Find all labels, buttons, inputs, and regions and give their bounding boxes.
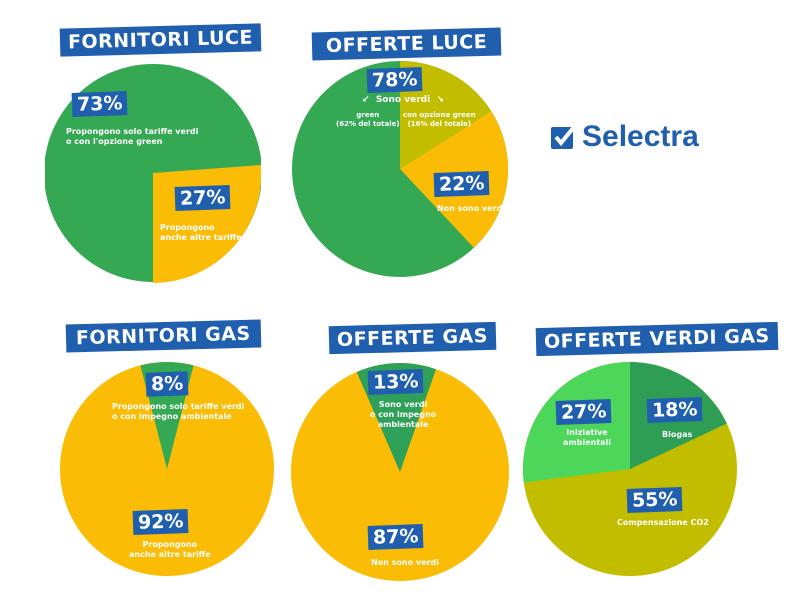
pct-compensazione: 55%	[626, 487, 683, 513]
title-offerte-verdi-gas: OFFERTE VERDI GAS	[535, 321, 779, 357]
label-offerte-luce-non-verdi: Non sono verdi	[437, 204, 505, 213]
label-iniziative: Iniziative ambientali	[563, 428, 612, 447]
pct-offerte-gas-green: 13%	[367, 369, 424, 395]
pct-offerte-luce-non-verdi: 22%	[433, 171, 490, 197]
label-offerte-luce-green: green (62% del totale)	[336, 111, 400, 128]
arrow-down-right-icon: ↘	[436, 95, 444, 105]
label-fornitori-luce-yellow: Propongono anche altre tariffe	[160, 223, 242, 242]
pie-offerte-gas	[291, 363, 509, 581]
label-offerte-gas-green: Sono verdi o con impegno ambientale	[370, 400, 437, 429]
arrow-down-left-icon: ↙	[362, 95, 370, 105]
logo-text: Selectra	[582, 120, 699, 153]
pct-fornitori-gas-yellow: 92%	[132, 509, 189, 535]
title-offerte-gas: OFFERTE GAS	[328, 321, 497, 355]
title-fornitori-luce: FORNITORI LUCE	[59, 23, 262, 57]
label-fornitori-gas-yellow: Propongono anche altre tariffe	[129, 540, 211, 559]
label-fornitori-gas-green: Propongono solo tariffe verdi o con impeg…	[112, 402, 245, 421]
label-offerte-luce-opzione: con opzione green (16% del totale)	[403, 111, 476, 128]
label-fornitori-luce-green: Propongono solo tariffe verdi o con l'opz…	[66, 127, 199, 146]
label-offerte-gas-yellow: Non sono verdi	[371, 558, 439, 567]
pie-offerte-verdi-gas	[522, 362, 737, 576]
title-offerte-luce: OFFERTE LUCE	[311, 27, 502, 61]
pct-biogas: 18%	[646, 397, 703, 423]
title-fornitori-gas: FORNITORI GAS	[65, 319, 261, 353]
pct-iniziative: 27%	[555, 399, 612, 425]
pct-offerte-luce-verdi: 78%	[366, 67, 423, 93]
label-compensazione: Compensazione CO2	[617, 518, 709, 527]
pct-fornitori-luce-yellow: 27%	[174, 185, 231, 211]
pct-fornitori-gas-green: 8%	[145, 371, 189, 397]
pie-offerte-luce	[292, 61, 509, 277]
pct-fornitori-luce-green: 73%	[71, 91, 128, 117]
label-biogas: Biogas	[662, 430, 693, 439]
pct-offerte-gas-yellow: 87%	[367, 524, 424, 550]
selectra-logo: Selectra	[550, 120, 699, 154]
checkbox-check-icon	[551, 125, 576, 149]
label-offerte-luce-verdi: ↙ Sono verdi ↘	[362, 95, 444, 105]
